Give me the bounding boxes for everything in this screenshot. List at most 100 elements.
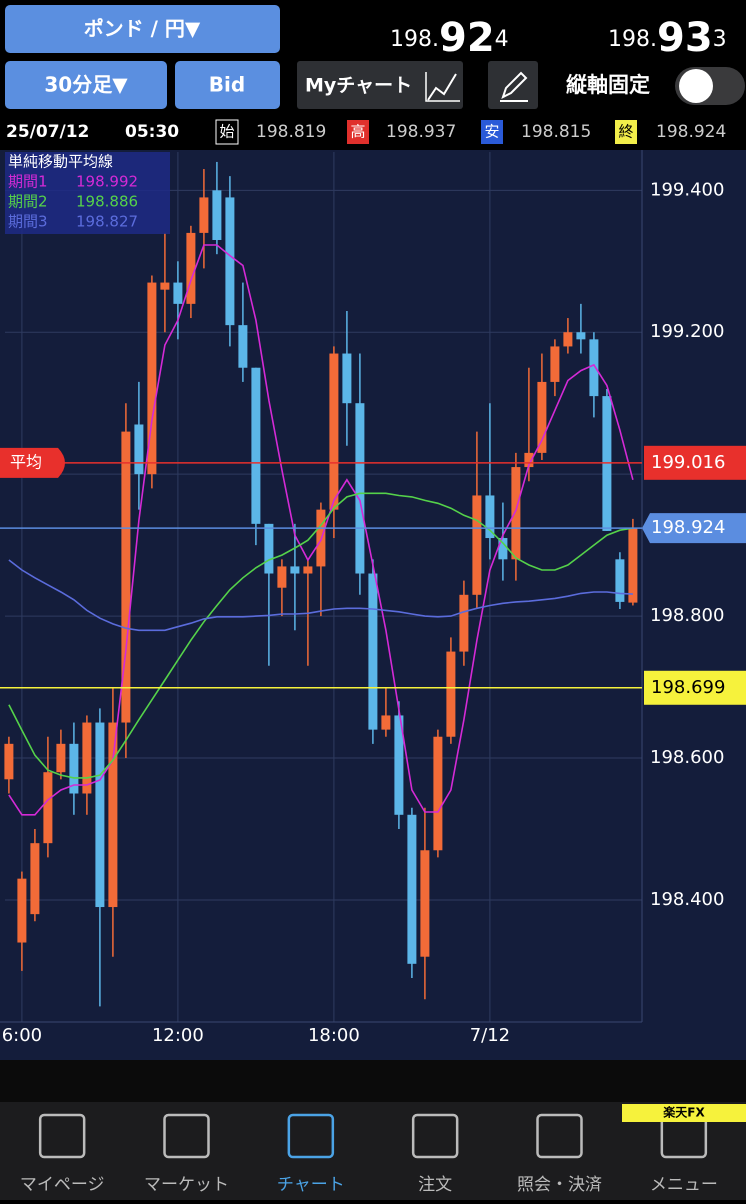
candle-body bbox=[615, 559, 625, 602]
price-badge bbox=[644, 445, 746, 480]
timeframe-button[interactable] bbox=[5, 61, 167, 109]
axis-lock-label: 縦軸固定 bbox=[566, 73, 650, 97]
tab-icon bbox=[163, 1113, 210, 1159]
pair-button[interactable] bbox=[5, 5, 280, 53]
candle-body bbox=[459, 594, 469, 652]
candle-body bbox=[550, 346, 560, 382]
legend-value: 198.992 bbox=[76, 173, 138, 191]
y-tick-label: 199.200 bbox=[650, 321, 724, 342]
y-tick-label: 198.800 bbox=[650, 605, 724, 626]
ma-line bbox=[8, 559, 633, 632]
candle-body bbox=[498, 538, 508, 560]
candle-body bbox=[199, 197, 209, 233]
tab-icon bbox=[287, 1113, 335, 1159]
legend-box bbox=[5, 152, 170, 234]
high-label: 高 bbox=[350, 123, 365, 141]
tab-label[interactable]: マイページ bbox=[20, 1175, 105, 1195]
open-label: 始 bbox=[219, 123, 234, 141]
legend-title: 単純移動平均線 bbox=[8, 153, 113, 171]
tab-icon bbox=[38, 1113, 86, 1159]
candle-body bbox=[446, 651, 456, 737]
candle-body bbox=[355, 403, 365, 574]
candle-body bbox=[43, 772, 53, 844]
bid-price: 198.924 bbox=[390, 15, 509, 61]
brand: 楽天FX bbox=[663, 1105, 705, 1120]
candle-body bbox=[524, 452, 534, 468]
open-value: 198.819 bbox=[256, 122, 326, 142]
info-date: 25/07/12 bbox=[6, 122, 89, 142]
mychart-label: Myチャート bbox=[305, 75, 412, 97]
candle-body bbox=[186, 232, 196, 304]
candle-body bbox=[485, 495, 495, 539]
legend-name: 期間3 bbox=[8, 213, 48, 231]
mychart-button[interactable] bbox=[297, 61, 463, 109]
side-button[interactable] bbox=[175, 61, 280, 109]
bid-pre: 198. bbox=[390, 27, 439, 52]
candle-body bbox=[394, 715, 404, 815]
ask-post: 3 bbox=[713, 27, 727, 52]
candle-body bbox=[95, 722, 105, 908]
candle-body bbox=[420, 850, 430, 957]
spacer bbox=[0, 1060, 746, 1102]
legend-value: 198.827 bbox=[76, 213, 138, 231]
candle-body bbox=[576, 332, 586, 340]
candle-body bbox=[4, 743, 14, 780]
low-label: 安 bbox=[484, 123, 499, 141]
candle-body bbox=[589, 339, 599, 397]
price-badge-label: 199.016 bbox=[651, 452, 725, 473]
candle-body bbox=[628, 528, 638, 603]
low-badge bbox=[481, 120, 503, 144]
candle-body bbox=[56, 743, 66, 773]
candle-body bbox=[160, 282, 170, 290]
candle-body bbox=[108, 722, 118, 908]
ask-pre: 198. bbox=[608, 27, 657, 52]
brand-badge bbox=[622, 1104, 746, 1122]
low-value: 198.815 bbox=[521, 122, 591, 142]
info-time: 05:30 bbox=[125, 122, 179, 142]
tab-icon bbox=[536, 1113, 583, 1159]
candle-body bbox=[433, 736, 443, 851]
tab-icon bbox=[411, 1113, 459, 1159]
candle-body bbox=[147, 282, 157, 475]
timeframe-label: 30分足▼ bbox=[44, 73, 128, 97]
bid-post: 4 bbox=[495, 27, 509, 52]
ma-line bbox=[8, 492, 634, 779]
candle-body bbox=[264, 523, 274, 574]
tab-label[interactable]: チャート bbox=[277, 1175, 345, 1195]
side-label: Bid bbox=[209, 73, 245, 97]
draw-button[interactable] bbox=[488, 61, 538, 109]
line-label: 平均 bbox=[10, 452, 42, 471]
candle-body bbox=[69, 743, 79, 794]
candle-body bbox=[329, 353, 339, 510]
tab-bar bbox=[0, 1102, 746, 1200]
price-badge bbox=[644, 670, 746, 705]
candle-body bbox=[238, 325, 248, 368]
open-badge bbox=[215, 119, 239, 145]
close-badge bbox=[615, 120, 637, 144]
candle-body bbox=[472, 495, 482, 595]
chart: 199.400199.200199.000198.800198.600198.4… bbox=[0, 150, 746, 1046]
candle-body bbox=[277, 566, 287, 588]
candle-body bbox=[225, 197, 235, 326]
price-badge bbox=[642, 513, 746, 544]
toggle-knob bbox=[679, 69, 713, 103]
candle-body bbox=[563, 332, 573, 347]
pencil-icon bbox=[500, 71, 528, 102]
bid-big: 92 bbox=[439, 15, 495, 61]
tab-label[interactable]: メニュー bbox=[650, 1175, 718, 1195]
candle-body bbox=[121, 431, 131, 723]
info-bar: 25/07/12 05:30 始 198.819 高 198.937 安 198… bbox=[6, 119, 726, 145]
candle-body bbox=[511, 467, 521, 560]
candle-body bbox=[537, 381, 547, 453]
candle-body bbox=[212, 190, 222, 240]
tab-label[interactable]: 照会・決済 bbox=[517, 1175, 602, 1195]
close-label: 終 bbox=[618, 123, 633, 141]
candle-body bbox=[30, 843, 40, 915]
ask-big: 93 bbox=[657, 15, 713, 61]
tab-label[interactable]: マーケット bbox=[144, 1175, 229, 1195]
candle-body bbox=[173, 282, 183, 304]
y-tick-label: 198.400 bbox=[650, 889, 724, 910]
ask-price: 198.933 bbox=[608, 15, 727, 61]
mychart-icon-axis bbox=[425, 72, 460, 102]
tab-label[interactable]: 注文 bbox=[418, 1175, 452, 1195]
